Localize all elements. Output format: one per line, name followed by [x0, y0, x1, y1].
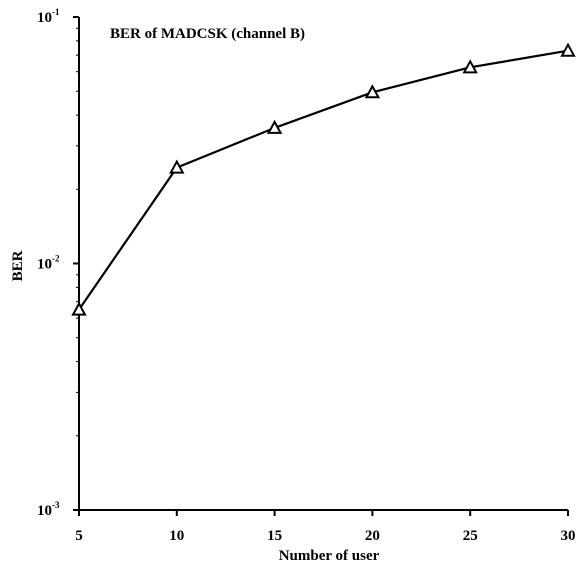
y-tick-label: 10-2 — [37, 254, 60, 273]
x-tick-label: 5 — [75, 528, 83, 544]
y-tick-label: 10-1 — [37, 7, 60, 26]
x-tick-label: 30 — [561, 528, 576, 544]
legend-entry: BER of MADCSK (channel B) — [110, 26, 305, 42]
data-point — [266, 119, 283, 134]
y-axis-label: BER — [10, 250, 26, 281]
x-tick-label: 25 — [463, 528, 478, 544]
x-axis-label: Number of user — [279, 548, 380, 564]
y-axis-ticks: 10-1 10-2 10-3 — [37, 7, 79, 519]
x-tick-label: 10 — [169, 528, 184, 544]
data-point — [169, 159, 185, 174]
x-tick-label: 20 — [365, 528, 380, 544]
data-point — [560, 42, 576, 57]
y-tick-label: 10-3 — [37, 500, 60, 519]
x-tick-label: 15 — [267, 528, 282, 544]
data-point — [71, 301, 87, 316]
axes — [78, 17, 568, 511]
data-point — [462, 59, 478, 74]
x-axis-ticks: 5 10 15 20 25 30 — [75, 510, 576, 544]
data-point — [364, 84, 381, 99]
series-layer — [71, 42, 576, 316]
series-line — [78, 49, 569, 311]
